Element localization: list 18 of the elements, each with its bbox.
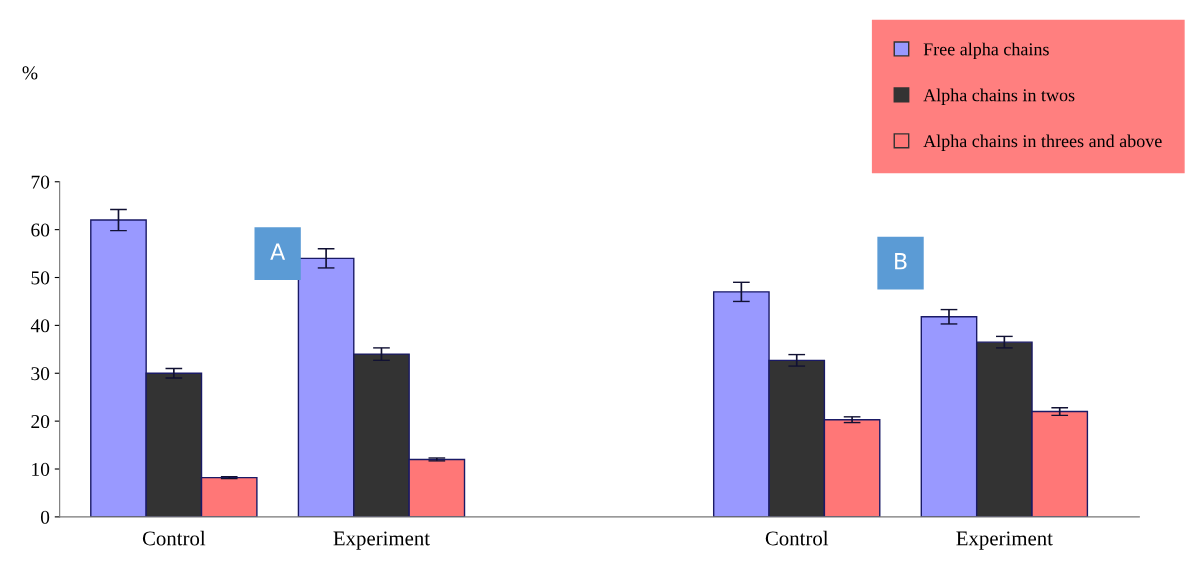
x-tick-label: Experiment [333,531,430,550]
legend-label: Free alpha chains [923,42,1049,60]
y-tick-label: 10 [32,462,50,476]
legend-label: Alpha chains in twos [923,88,1075,105]
y-tick-label: 20 [31,414,50,429]
y-tick-label: 40 [30,319,50,333]
y-axis-title: % [22,66,38,80]
legend-label: Alpha chains in threes and above [923,134,1162,151]
y-tick-label: 60 [31,223,50,237]
annotation: A [270,243,286,260]
x-tick-label: Experiment [956,531,1053,550]
y-tick-label: 0 [40,510,50,524]
annotation: B [895,253,907,270]
y-tick-label: 50 [31,271,50,285]
x-tick-label: Control [142,530,206,546]
x-tick-label: Control [765,530,829,546]
y-tick-label: 30 [31,367,50,381]
y-tick-label: 70 [31,175,50,189]
